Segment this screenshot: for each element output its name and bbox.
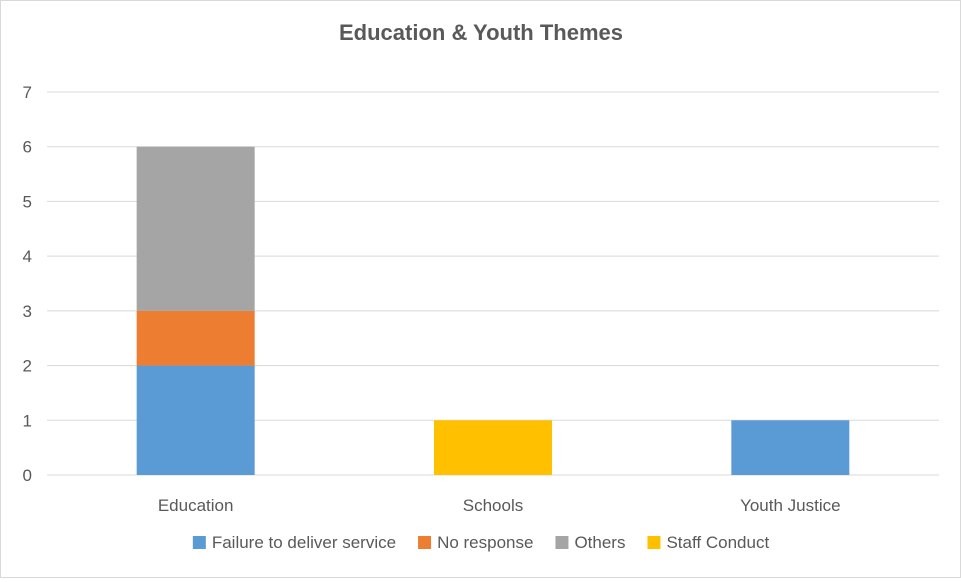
y-tick-label: 0 xyxy=(23,466,32,485)
y-tick-label: 4 xyxy=(23,247,32,266)
y-tick-label: 6 xyxy=(23,138,32,157)
legend-label: Others xyxy=(574,533,625,552)
legend-swatch xyxy=(418,536,432,549)
y-tick-label: 3 xyxy=(23,302,32,321)
y-axis-ticks: 0 1 2 3 4 5 6 7 xyxy=(23,83,32,485)
x-category-label: Education xyxy=(158,496,234,515)
bar-segment xyxy=(136,146,255,311)
legend: Failure to deliver service No response Oth… xyxy=(192,533,769,552)
x-category-label: Youth Justice xyxy=(740,496,841,515)
y-tick-label: 7 xyxy=(23,83,32,102)
y-tick-label: 5 xyxy=(23,192,32,211)
legend-label: Failure to deliver service xyxy=(212,533,396,552)
bar-segment xyxy=(136,310,255,366)
bar-segment xyxy=(136,365,255,475)
bars xyxy=(136,146,850,475)
legend-swatch xyxy=(647,536,661,549)
legend-swatch xyxy=(555,536,569,549)
chart-title: Education & Youth Themes xyxy=(339,20,623,45)
x-category-label: Schools xyxy=(463,496,523,515)
bar-segment xyxy=(731,420,850,475)
x-axis-labels: Education Schools Youth Justice xyxy=(158,496,841,515)
legend-label: Staff Conduct xyxy=(666,533,769,552)
legend-swatch xyxy=(192,536,206,549)
legend-label: No response xyxy=(437,533,533,552)
bar-segment xyxy=(434,420,552,475)
y-tick-label: 2 xyxy=(23,357,32,376)
y-tick-label: 1 xyxy=(23,411,32,430)
